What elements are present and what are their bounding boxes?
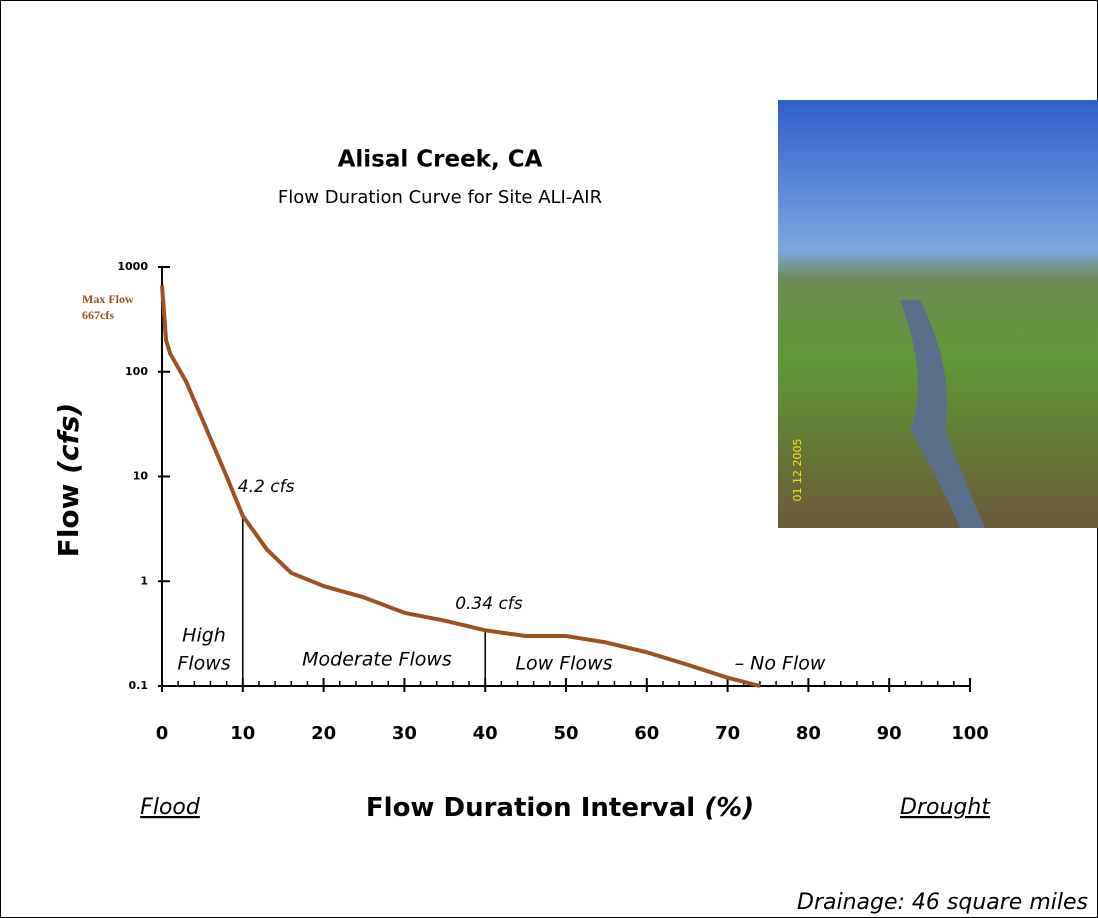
region-label: Moderate Flows	[302, 649, 452, 671]
y-axis-label-text: Flow (cfs)	[52, 403, 85, 558]
y-label-unit: (cfs)	[52, 403, 85, 474]
region-label: – No Flow	[735, 653, 826, 675]
x-tick-label: 30	[392, 723, 417, 744]
annotation: 0.34 cfs	[455, 594, 523, 614]
x-tick-label: 10	[230, 723, 255, 744]
x-tick-label: 20	[311, 723, 336, 744]
footnote: Drainage: 46 square miles	[797, 890, 1088, 915]
x-axis-label: Flow Duration Interval (%)	[366, 793, 754, 823]
region-label: High	[182, 625, 226, 647]
y-axis-label: Flow (cfs)	[52, 403, 85, 558]
chart-title: Alisal Creek, CA	[338, 147, 543, 173]
y-tick-label: 1000	[117, 260, 148, 273]
flood-note: Flood	[140, 795, 201, 820]
x-label-unit: (%)	[704, 793, 754, 823]
x-tick-label: 40	[473, 723, 498, 744]
x-tick-label: 60	[634, 723, 659, 744]
flow-curve	[160, 285, 761, 688]
x-tick-label: 80	[796, 723, 821, 744]
drought-note: Drought	[900, 795, 991, 820]
chart-subtitle: Flow Duration Curve for Site ALI-AIR	[278, 187, 602, 208]
y-tick-label: 0.1	[129, 679, 149, 692]
x-label: Flow Duration Interval	[366, 793, 695, 823]
x-tick-label: 50	[553, 723, 578, 744]
photo-creek	[900, 300, 985, 528]
x-tick-label: 70	[715, 723, 740, 744]
photo-date: 01 12 2005	[791, 439, 804, 502]
x-tick-label: 90	[877, 723, 902, 744]
region-label: Flows	[177, 653, 230, 675]
x-tick-label: 100	[951, 723, 989, 744]
y-label: Flow	[52, 483, 85, 557]
photo: 01 12 2005	[778, 100, 1098, 528]
region-label: Low Flows	[515, 653, 612, 675]
annotation: Max Flow	[82, 292, 134, 306]
y-tick-label: 10	[133, 470, 149, 483]
x-tick-label: 0	[156, 723, 169, 744]
annotation: 667cfs	[82, 308, 114, 322]
annotation: 4.2 cfs	[238, 477, 295, 497]
y-tick-label: 1	[140, 574, 148, 587]
y-tick-label: 100	[125, 365, 148, 378]
